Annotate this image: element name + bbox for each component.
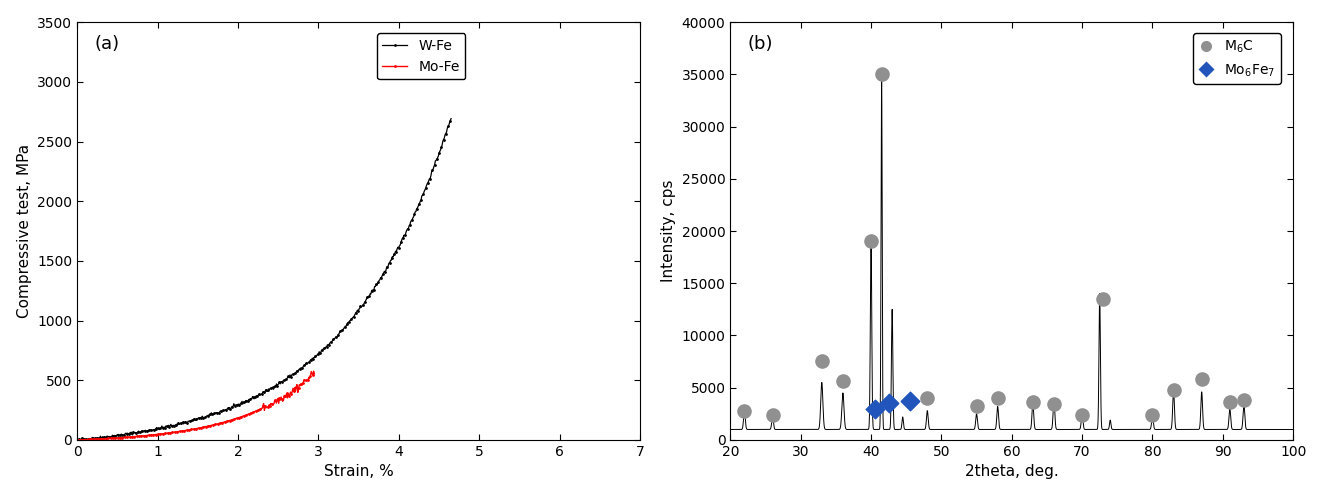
Legend: M$_6$C, Mo$_6$Fe$_7$: M$_6$C, Mo$_6$Fe$_7$ [1193,33,1281,84]
Y-axis label: Intensity, cps: Intensity, cps [662,180,676,282]
Mo$_6$Fe$_7$ [878,399,900,407]
Text: (a): (a) [94,35,119,53]
Mo$_6$Fe$_7$ [900,397,921,405]
Mo$_6$Fe$_7$ [864,405,885,413]
Y-axis label: Compressive test, MPa: Compressive test, MPa [17,144,32,318]
Mo-Fe [69,437,85,443]
Mo-Fe [307,371,323,377]
M$_6$C [860,238,881,246]
M$_6$C [1044,400,1065,408]
M$_6$C [1191,375,1212,383]
Line: Mo-Fe: Mo-Fe [75,370,316,441]
Mo-Fe [70,437,86,443]
W-Fe [292,365,308,371]
M$_6$C [1072,411,1093,419]
W-Fe [247,394,263,400]
W-Fe [435,138,451,144]
M$_6$C [734,407,755,415]
W-Fe [69,436,85,442]
M$_6$C [1233,396,1254,404]
X-axis label: Strain, %: Strain, % [324,464,393,479]
Mo-Fe [209,421,225,427]
W-Fe [250,393,266,399]
Line: W-Fe: W-Fe [75,117,452,441]
M$_6$C [966,403,987,411]
Mo-Fe [210,421,226,427]
Mo-Fe [214,420,230,426]
M$_6$C [1163,386,1184,394]
Mo-Fe [284,389,300,395]
Text: (b): (b) [747,35,773,53]
Legend: W-Fe, Mo-Fe: W-Fe, Mo-Fe [377,33,466,79]
M$_6$C [832,377,853,385]
Mo-Fe [269,397,284,403]
M$_6$C [762,411,783,419]
M$_6$C [1220,398,1241,406]
W-Fe [377,268,393,274]
W-Fe [70,437,86,443]
M$_6$C [917,394,938,402]
X-axis label: 2theta, deg.: 2theta, deg. [964,464,1058,479]
M$_6$C [1023,398,1044,406]
M$_6$C [987,394,1008,402]
W-Fe [443,116,459,122]
M$_6$C [1093,295,1114,303]
M$_6$C [811,357,832,365]
M$_6$C [871,70,892,78]
Mo-Fe [306,368,321,374]
W-Fe [273,381,288,387]
M$_6$C [1142,411,1163,419]
